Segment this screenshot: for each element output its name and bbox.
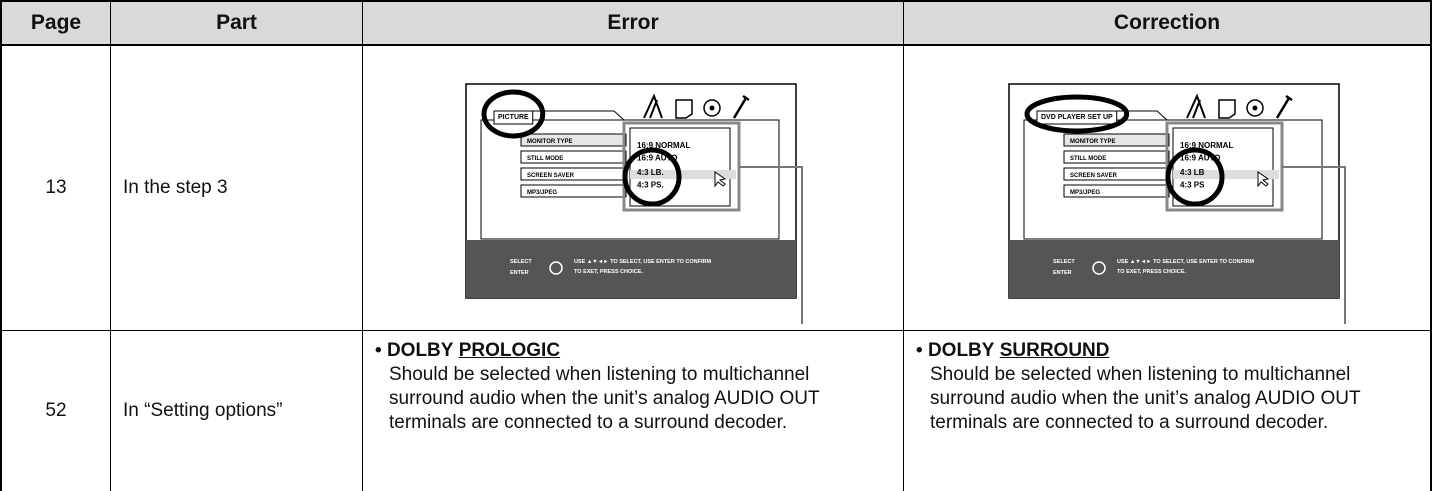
footer-text: USE ▲▼◄► TO SELECT, USE ENTER TO CONFIRM [1117, 259, 1255, 265]
part-cell: In the step 3 [110, 46, 362, 331]
menu-frame [1023, 119, 1323, 240]
footer-key: SELECT [510, 259, 532, 265]
option: 4:3 PS. [637, 181, 664, 190]
header-text: Error [607, 11, 659, 34]
part-cell: In “Setting options” [110, 331, 362, 491]
menu-title-box [493, 110, 534, 125]
menu-frame [480, 119, 780, 240]
icon [1246, 99, 1264, 117]
footer-text: TO EXET, PRESS CHOICE. [574, 269, 643, 275]
term: PROLOGIC [458, 340, 561, 361]
menu-item-box [1063, 184, 1170, 198]
option: 4:3 LB [1180, 168, 1205, 177]
menu-item: STILL MODE [1070, 156, 1106, 162]
icon [1252, 105, 1258, 111]
callout-line [1282, 166, 1346, 324]
menu-item: STILL MODE [527, 156, 563, 162]
bullet: • [375, 340, 382, 361]
highlight [1173, 170, 1279, 179]
header-cell: Error [362, 0, 903, 46]
icon [675, 99, 693, 119]
error-cell: PICTURE MONITOR TYPE STILL MODE SCREEN SAVE… [362, 46, 903, 331]
term: SURROUND [999, 340, 1110, 361]
menu-item: SCREEN SAVER [1070, 173, 1118, 179]
menu-title-box [1036, 110, 1118, 125]
lead: DOLBY [386, 340, 454, 361]
menu-item: MONITOR TYPE [527, 139, 573, 145]
menu-screenshot: DVD PLAYER SET UP MONITOR TYPE STILL MODE S… [1008, 83, 1346, 324]
header-cell: Part [110, 0, 362, 46]
tab-outline [1116, 110, 1168, 121]
lead: DOLBY [927, 340, 995, 361]
option: 4:3 LB. [637, 168, 664, 177]
body-text: Should be selected when listening to mul… [930, 364, 1361, 433]
part-text: In “Setting options” [123, 400, 283, 421]
correction-cell: DVD PLAYER SET UP MONITOR TYPE STILL MODE S… [903, 46, 1432, 331]
highlight-circle [1165, 147, 1225, 207]
body-text: Should be selected when listening to mul… [389, 364, 820, 433]
highlight [630, 170, 736, 179]
option: 16:9 NORMAL [637, 141, 690, 150]
menu-title: PICTURE [498, 114, 529, 121]
footer-key: SELECT [1053, 259, 1075, 265]
menu-item-box [520, 184, 627, 198]
menu-item-box [1063, 150, 1170, 164]
icon [703, 99, 721, 117]
icon [1275, 94, 1293, 119]
bullet: • [916, 340, 923, 361]
nav-icon [549, 261, 563, 275]
menu-item-box [520, 133, 627, 147]
footer-text: TO EXET, PRESS CHOICE. [1117, 269, 1186, 275]
icon [643, 93, 663, 119]
nav-icon [1092, 261, 1106, 275]
menu-item: MONITOR TYPE [1070, 139, 1116, 145]
icon [709, 105, 715, 111]
highlight-circle [481, 89, 546, 139]
menu-title: DVD PLAYER SET UP [1041, 114, 1113, 121]
header-cell: Page [0, 0, 110, 46]
menu-screenshot: PICTURE MONITOR TYPE STILL MODE SCREEN SAVE… [465, 83, 803, 324]
highlight-circle [622, 147, 682, 207]
options-popup [629, 127, 731, 207]
header-cell: Correction [903, 0, 1432, 46]
cursor [714, 171, 727, 188]
header-text: Part [216, 11, 257, 34]
cursor [1257, 171, 1270, 188]
page-number: 13 [45, 177, 67, 198]
page-cell: 52 [0, 331, 110, 491]
menu-item-box [1063, 133, 1170, 147]
page-cell: 13 [0, 46, 110, 331]
option: 16:9 AUTO [1180, 154, 1220, 163]
icon [1186, 93, 1206, 119]
tab-outline [532, 110, 625, 121]
icon [1218, 99, 1236, 119]
highlight-circle [1024, 94, 1130, 134]
menu-item: MP3/JPEG [527, 190, 557, 196]
footer-key: ENTER [510, 270, 529, 276]
menu-item: SCREEN SAVER [527, 173, 575, 179]
callout-line [739, 166, 803, 324]
correction-cell: • DOLBY SURROUND Should be selected when… [903, 331, 1432, 491]
footer-bar [466, 240, 796, 298]
header-text: Correction [1113, 11, 1221, 34]
option: 16:9 AUTO [637, 154, 677, 163]
part-text: In the step 3 [123, 177, 228, 198]
options-popup [1172, 127, 1274, 207]
option: 16:9 NORMAL [1180, 141, 1233, 150]
error-cell: • DOLBY PROLOGIC Should be selected when… [362, 331, 903, 491]
footer-bar [1009, 240, 1339, 298]
page-number: 52 [45, 400, 67, 421]
menu-item-box [520, 150, 627, 164]
footer-key: ENTER [1053, 270, 1072, 276]
footer-text: USE ▲▼◄► TO SELECT, USE ENTER TO CONFIRM [574, 259, 712, 265]
menu-item: MP3/JPEG [1070, 190, 1100, 196]
header-text: Page [30, 11, 82, 34]
icon [732, 94, 750, 119]
option: 4:3 PS [1180, 181, 1205, 190]
